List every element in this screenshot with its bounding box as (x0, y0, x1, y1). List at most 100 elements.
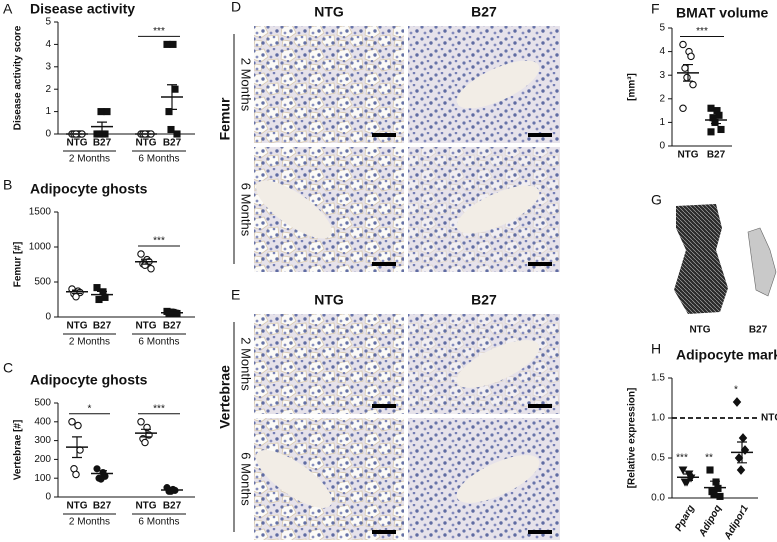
data-point (72, 292, 80, 301)
y-tick-label: 200 (34, 454, 51, 465)
data-point (141, 438, 149, 447)
data-point (167, 125, 175, 134)
x-tick-label: NTG (135, 501, 156, 512)
y-tick-label: 0 (45, 312, 51, 323)
y-axis-label: [Relative expression] (627, 388, 638, 489)
x-tick-label: Pparg (673, 503, 697, 533)
data-point (163, 40, 171, 48)
chart-title: Adipocyte ghosts (30, 181, 148, 197)
column-header: B27 (471, 292, 497, 308)
panel-letter: B (3, 177, 12, 193)
row-label: 6 Months (239, 183, 254, 237)
data-point (93, 284, 101, 292)
group-label: 6 Months (138, 154, 179, 165)
data-point (169, 40, 177, 48)
y-tick-label: 4 (659, 46, 665, 57)
y-tick-label: 3 (659, 70, 665, 81)
significance-label: *** (153, 403, 165, 414)
panel-letter: D (231, 0, 241, 15)
x-tick-label: B27 (163, 321, 182, 332)
row-label: 2 Months (239, 58, 254, 112)
chart-title: Adipocyte ghosts (30, 372, 148, 388)
x-tick-label: NTG (135, 138, 156, 149)
sem-bar (710, 480, 720, 495)
y-tick-label: 500 (34, 398, 51, 409)
row-label: 6 Months (239, 452, 254, 506)
data-point (74, 421, 82, 430)
group-label: 2 Months (69, 154, 110, 165)
data-point (736, 465, 746, 475)
data-point (683, 73, 691, 82)
data-point (72, 470, 80, 479)
y-tick-label: 1 (659, 117, 665, 128)
data-point (137, 250, 145, 258)
data-point (97, 108, 105, 116)
y-axis-label: Vertebrae [#] (13, 420, 24, 481)
sem-bar (72, 436, 82, 459)
trabecula (256, 450, 332, 508)
bone-render (674, 204, 728, 314)
x-tick-label: B27 (163, 138, 182, 149)
reference-label: NTG (761, 413, 777, 424)
y-tick-label: 0.0 (651, 493, 665, 504)
x-tick-label: Adipor1 (722, 503, 751, 542)
row-label: 2 Months (239, 337, 254, 391)
y-tick-label: 300 (34, 435, 51, 446)
sem-bar (683, 63, 693, 82)
y-tick-label: 4 (45, 39, 51, 50)
data-point (171, 85, 179, 93)
bone-render (747, 227, 777, 297)
scale-bar (528, 404, 552, 408)
significance-label: ** (705, 453, 713, 464)
data-point (678, 466, 688, 475)
trabecula (456, 455, 540, 503)
group-label: 6 Months (138, 517, 179, 528)
data-point (173, 130, 181, 138)
sem-bar (141, 258, 151, 265)
sem-bar (97, 121, 107, 132)
column-header: NTG (314, 4, 344, 20)
data-point (101, 130, 109, 138)
chart-title: BMAT volume (676, 5, 769, 21)
trabecula (256, 180, 332, 239)
sem-bar (141, 428, 151, 438)
scale-bar (372, 133, 396, 137)
x-tick-label: NTG (66, 321, 87, 332)
y-tick-label: 1.0 (651, 413, 665, 424)
significance-label: *** (696, 26, 708, 37)
y-axis-label: [mm³] (627, 73, 638, 101)
data-point (679, 104, 687, 112)
y-tick-label: 0 (45, 492, 51, 503)
x-tick-label: B27 (93, 321, 112, 332)
scale-bar (372, 404, 396, 408)
y-tick-label: 2 (659, 93, 665, 104)
scale-bar (528, 133, 552, 137)
chart-title: Adipocyte markers (676, 347, 777, 363)
y-tick-label: 2 (45, 84, 51, 95)
y-tick-label: 0 (45, 129, 51, 140)
data-point (97, 475, 105, 483)
y-tick-label: 500 (34, 277, 51, 288)
trabecula (456, 340, 540, 388)
data-point (103, 108, 111, 116)
data-point (679, 40, 687, 49)
x-tick-label: B27 (93, 138, 112, 149)
nuclei (254, 314, 404, 414)
charts: A Disease activity Disease activity score 0… (3, 1, 777, 542)
y-tick-label: 1500 (29, 207, 52, 218)
column-header: NTG (314, 292, 344, 308)
data-point (712, 478, 720, 486)
tissue-label: Vertebrae (217, 365, 233, 429)
y-tick-label: 1.5 (651, 373, 665, 384)
panel-letter: A (3, 1, 13, 17)
sem-bar (167, 488, 177, 492)
y-tick-label: 1 (45, 106, 51, 117)
data-point (147, 264, 155, 273)
data-point (707, 128, 715, 136)
data-point (715, 111, 723, 119)
significance-label: * (88, 403, 92, 414)
data-point (732, 397, 742, 407)
column-header: B27 (471, 4, 497, 20)
significance-label: *** (153, 26, 165, 37)
